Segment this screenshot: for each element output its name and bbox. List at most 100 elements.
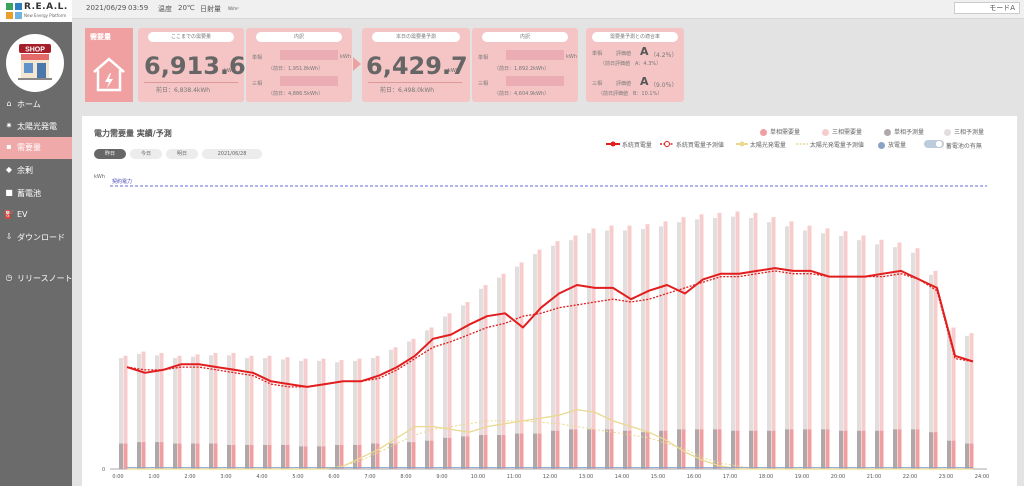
legend-line-swatch — [796, 143, 808, 145]
bar-single-demand — [465, 436, 470, 469]
bar-single-demand — [141, 442, 146, 469]
legend-label: 三相需要量 — [832, 129, 863, 136]
x-tick-label: 3:00 — [220, 474, 231, 480]
battery-toggle[interactable]: 蓄電池の有無 — [924, 140, 982, 150]
bar-single-forecast — [587, 429, 591, 469]
bar-single-demand — [195, 443, 200, 469]
bar-single-forecast — [803, 429, 807, 469]
bar-single-forecast — [857, 430, 861, 469]
line-solar — [127, 408, 973, 470]
bar-single-demand — [213, 443, 218, 469]
legend-single-demand[interactable]: 単相需要量 — [760, 127, 800, 136]
legend-three-demand[interactable]: 三相需要量 — [822, 127, 862, 136]
x-tick-label: 9:00 — [436, 474, 447, 480]
legend-discharge[interactable]: 放電量 — [878, 140, 906, 149]
today-button[interactable]: 今日 — [130, 149, 162, 159]
sidebar-item-battery[interactable]: ■ 蓄電池 — [0, 183, 72, 205]
bar-single-demand — [321, 446, 326, 469]
bar-three-forecast — [821, 233, 825, 469]
x-tick-label: 15:00 — [651, 474, 665, 480]
x-tick-label: 0:00 — [112, 474, 123, 480]
legend-grid-purchase[interactable]: 系統買電量 — [606, 140, 652, 149]
legend-three-forecast[interactable]: 三相予測量 — [944, 127, 984, 136]
bar-three-forecast — [677, 222, 681, 469]
bar-single-forecast — [893, 429, 897, 469]
bar-three-demand — [267, 355, 272, 469]
sidebar-item-download[interactable]: ⇩ ダウンロード — [0, 227, 72, 249]
sidebar-item-home[interactable]: ⌂ ホーム — [0, 94, 72, 116]
solar-radiation-label: 日射量 — [200, 5, 221, 13]
legend-swatch — [878, 142, 885, 149]
bar-single-forecast — [119, 443, 123, 469]
toggle-switch-icon — [924, 140, 944, 148]
legend-grid-forecast[interactable]: 系統買電量予測値 — [660, 140, 724, 149]
date-picker[interactable]: 2021/06/28 — [202, 149, 262, 159]
bar-three-forecast — [155, 355, 159, 469]
x-tick-label: 22:00 — [903, 474, 917, 480]
bar-three-forecast — [443, 316, 447, 469]
x-tick-label: 4:00 — [256, 474, 267, 480]
bar-three-forecast — [911, 252, 915, 469]
bar-single-demand — [645, 432, 650, 469]
mode-select-button[interactable]: モードA — [954, 2, 1020, 14]
bar-three-demand — [429, 327, 434, 469]
bar-single-forecast — [263, 444, 267, 469]
bar-three-demand — [501, 273, 506, 469]
bar-three-forecast — [695, 219, 699, 469]
bar-three-demand — [627, 225, 632, 469]
bar-three-forecast — [965, 335, 969, 469]
bar-three-demand — [825, 228, 830, 469]
legend-line-swatch — [606, 141, 620, 147]
sidebar-item-label: ホーム — [17, 100, 41, 109]
bar-three-forecast — [209, 355, 213, 469]
bar-three-demand — [645, 224, 650, 469]
single-phase-grade: A — [640, 45, 649, 58]
bar-single-demand — [411, 442, 416, 469]
bar-three-forecast — [533, 254, 537, 469]
yesterday-button[interactable]: 昨日 — [94, 149, 126, 159]
bar-single-forecast — [749, 430, 753, 469]
bar-three-demand — [465, 302, 470, 469]
bar-three-demand — [897, 242, 902, 469]
bar-three-demand — [735, 211, 740, 469]
bar-single-demand — [879, 430, 884, 469]
bar-single-demand — [303, 446, 308, 469]
chart-title: 電力需要量 実績/予測 — [94, 129, 172, 138]
legend-solar-forecast[interactable]: 太陽光発電量予測値 — [796, 140, 864, 149]
legend-solar[interactable]: 太陽光発電量 — [736, 140, 786, 149]
bar-three-forecast — [335, 362, 339, 469]
legend-single-forecast[interactable]: 単相予測量 — [884, 127, 924, 136]
bar-three-demand — [933, 270, 938, 469]
bar-single-forecast — [695, 429, 699, 469]
cumulative-demand-pill: ここまでの需要量 — [148, 32, 234, 42]
home-icon: ⌂ — [6, 99, 12, 108]
brand-logo[interactable]: R.E.A.L. New Energy Platform — [0, 0, 72, 22]
sidebar-item-solar[interactable]: ✷ 太陽光発電 — [0, 116, 72, 138]
three-phase-grade: A — [640, 75, 649, 88]
sidebar-item-demand[interactable]: ▪ 需要量 — [0, 137, 72, 159]
x-tick-label: 17:00 — [723, 474, 737, 480]
demand-section-badge: 需要量 — [85, 28, 133, 102]
legend-label: 放電量 — [888, 142, 907, 149]
bar-three-demand — [789, 221, 794, 469]
tomorrow-button[interactable]: 明日 — [166, 149, 198, 159]
sidebar-item-surplus[interactable]: ◆ 余剰 — [0, 160, 72, 182]
bar-single-forecast — [227, 444, 231, 469]
bar-three-demand — [771, 217, 776, 469]
bar-three-demand — [483, 285, 488, 469]
sidebar-item-label: 余剰 — [17, 166, 33, 175]
bar-single-demand — [681, 429, 686, 469]
bar-single-demand — [285, 444, 290, 469]
bar-single-forecast — [497, 435, 501, 469]
bar-single-demand — [357, 444, 362, 469]
bar-three-demand — [861, 235, 866, 469]
sidebar-item-label: 太陽光発電 — [17, 122, 57, 131]
bar-three-demand — [519, 262, 524, 469]
bar-single-forecast — [407, 442, 411, 469]
sidebar-item-ev[interactable]: ⛽ EV — [0, 205, 72, 227]
sidebar-item-release-notes[interactable]: ◷ リリースノート — [0, 268, 73, 290]
bar-three-demand — [321, 358, 326, 469]
eval-label: 評価値 — [616, 51, 632, 57]
demand-section-label: 需要量 — [90, 33, 111, 41]
bar-single-demand — [231, 444, 236, 469]
